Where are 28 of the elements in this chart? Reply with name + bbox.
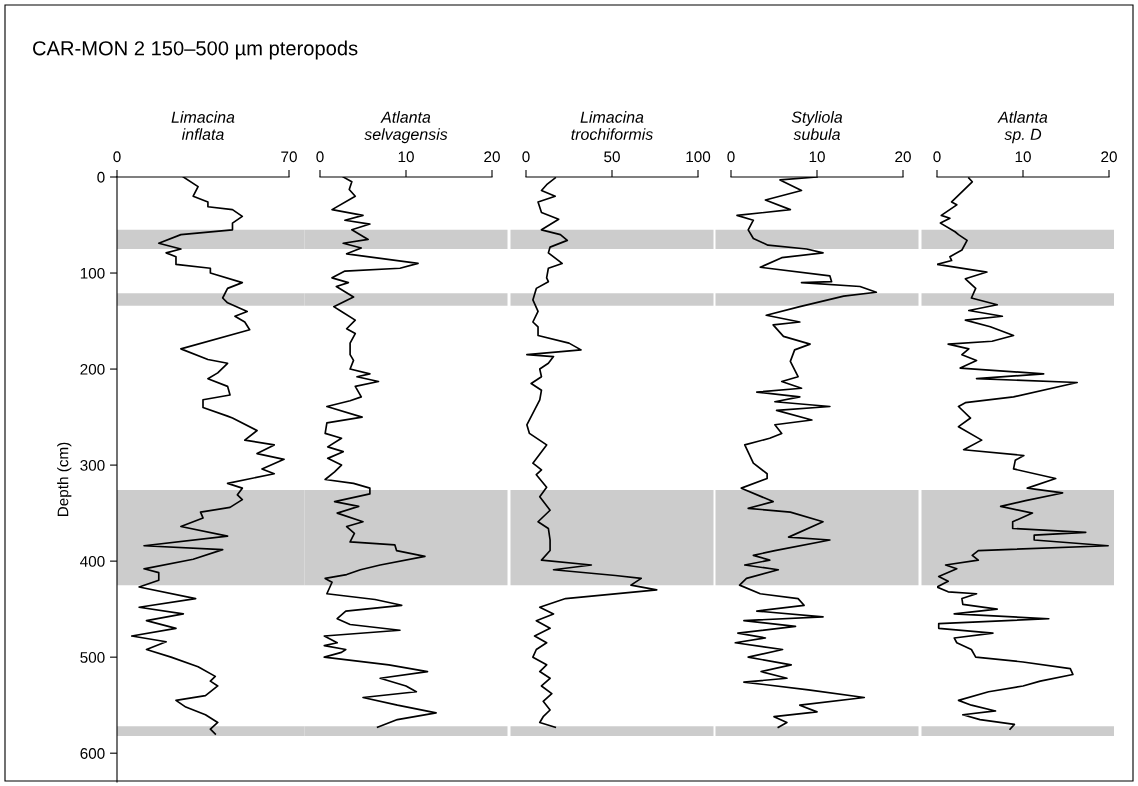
x-axis-title: Limacina inflata	[171, 111, 235, 140]
y-tick-label: 300	[80, 459, 105, 471]
x-axis-title: Atlanta sp. D	[997, 111, 1048, 144]
x-axis-title: Limacina trochiformis	[571, 111, 653, 140]
x-tick-label: 20	[1101, 151, 1117, 163]
x-tick-label: 10	[809, 151, 825, 163]
x-tick-label: 20	[484, 151, 500, 163]
x-tick-label: 0	[113, 151, 121, 163]
x-axis-title: Atlanta selvagensis	[364, 111, 448, 144]
x-tick-label: 0	[727, 151, 735, 163]
y-tick-label: 100	[80, 267, 105, 279]
chart-title: CAR-MON 2 150–500 µm pteropods	[33, 40, 358, 60]
x-tick-label: 10	[398, 151, 414, 163]
x-axis-title: Styliola subula	[791, 111, 843, 140]
x-tick-label: 10	[1015, 151, 1031, 163]
x-tick-label: 50	[604, 151, 620, 163]
y-tick-label: 500	[80, 652, 105, 663]
x-tick-label: 0	[522, 151, 530, 163]
x-tick-label: 70	[281, 151, 297, 163]
y-tick-label: 0	[97, 171, 105, 183]
x-tick-label: 0	[316, 151, 324, 163]
y-axis-title: Depth (cm)	[57, 442, 72, 517]
x-tick-label: 100	[686, 151, 711, 163]
x-tick-label: 0	[933, 151, 941, 163]
y-tick-label: 400	[80, 555, 105, 567]
x-tick-label: 20	[895, 151, 911, 163]
y-tick-label: 200	[80, 363, 105, 375]
y-tick-label: 600	[80, 748, 105, 759]
